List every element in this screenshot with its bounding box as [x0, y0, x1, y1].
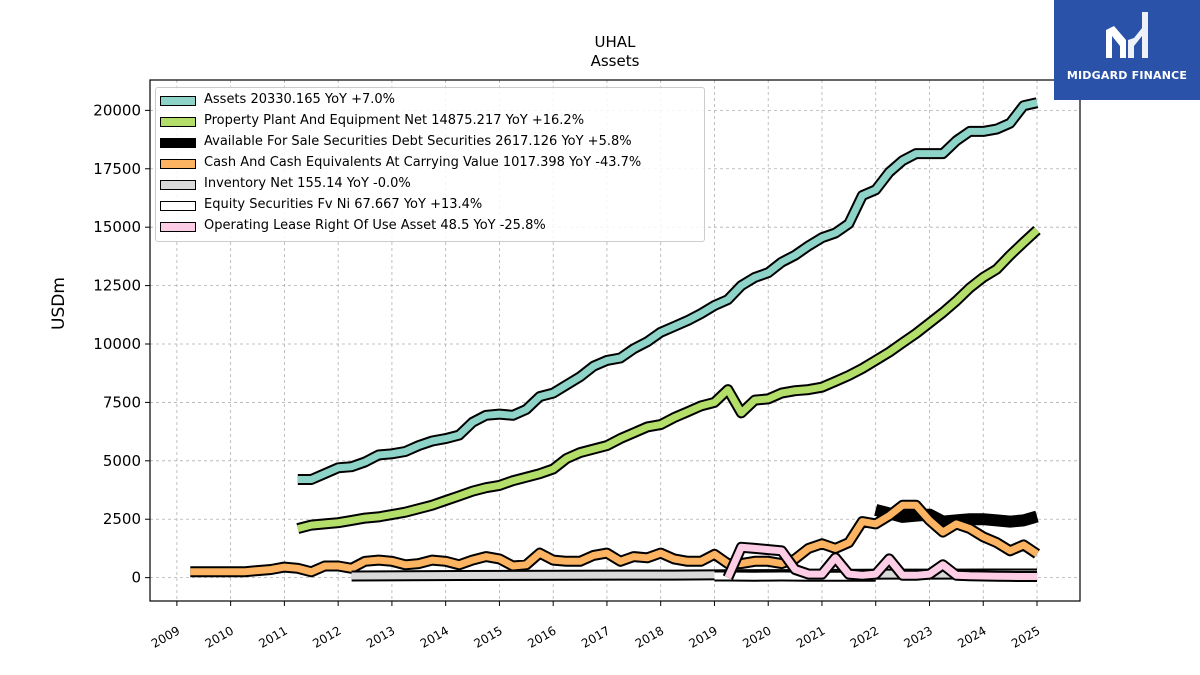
- x-tick-label: 2019: [686, 623, 719, 650]
- y-tick-label: 2500: [103, 510, 141, 528]
- series-group: [190, 97, 1041, 582]
- brand-name: MIDGARD FINANCE: [1066, 69, 1188, 82]
- y-tick-label: 0: [131, 569, 141, 587]
- x-tick-label: 2011: [256, 623, 289, 650]
- brand-mark-icon: [1106, 12, 1148, 58]
- y-tick-label: 5000: [103, 452, 141, 470]
- legend-label: Assets 20330.165 YoY +7.0%: [204, 92, 396, 107]
- legend-label: Available For Sale Securities Debt Secur…: [204, 134, 632, 149]
- x-tick-label: 2015: [471, 623, 504, 650]
- legend-swatch: [160, 159, 196, 169]
- y-tick-label: 20000: [93, 101, 141, 119]
- y-tick-label: 10000: [93, 335, 141, 353]
- legend-swatch: [160, 201, 196, 211]
- legend-label: Operating Lease Right Of Use Asset 48.5 …: [204, 218, 546, 233]
- x-tick-label: 2024: [955, 623, 988, 650]
- x-tick-label: 2012: [310, 623, 343, 650]
- y-tick-label: 15000: [93, 218, 141, 236]
- legend-swatch: [160, 96, 196, 106]
- series-line-cash-and-cash-equivalents-at-carrying-value: [190, 501, 1039, 576]
- x-tick-label: 2018: [633, 623, 666, 650]
- chart-title: UHAL: [594, 33, 636, 51]
- series-line-assets: [297, 99, 1038, 483]
- y-axis-ticks: 0 2500 5000 7500 10000 12500 15000 17500 20000: [93, 101, 150, 587]
- x-tick-label: 2010: [203, 623, 236, 650]
- legend-label: Inventory Net 155.14 YoY -0.0%: [204, 176, 411, 191]
- y-tick-label: 7500: [103, 393, 141, 411]
- x-tick-label: 2023: [902, 623, 935, 650]
- legend-swatch: [160, 117, 196, 127]
- legend-label: Property Plant And Equipment Net 14875.2…: [204, 113, 585, 128]
- x-tick-label: 2020: [740, 623, 773, 650]
- x-tick-label: 2014: [418, 623, 451, 650]
- plot-frame: [149, 79, 1081, 602]
- legend-swatch: [160, 138, 196, 148]
- legend-label: Equity Securities Fv Ni 67.667 YoY +13.4…: [204, 197, 483, 212]
- y-tick-label: 12500: [93, 277, 141, 295]
- x-tick-label: 2013: [364, 623, 397, 650]
- series-outline-property-plant-and-equipment-net: [296, 226, 1041, 534]
- x-tick-label: 2022: [848, 623, 881, 650]
- legend-swatch: [160, 180, 196, 190]
- legend-swatch: [160, 222, 196, 232]
- series-line-property-plant-and-equipment-net: [296, 227, 1040, 532]
- x-tick-label: 2017: [579, 623, 612, 650]
- x-axis-ticks: 2009 2010 2011 2012 2013 2014 2015 2016 2017 2018…: [149, 601, 1042, 651]
- legend: Assets 20330.165 YoY +7.0% Property Plan…: [155, 87, 705, 242]
- chart-subtitle: Assets: [590, 52, 640, 70]
- y-axis-label: USDm: [49, 277, 69, 330]
- x-tick-label: 2025: [1009, 623, 1042, 650]
- y-tick-label: 17500: [93, 160, 141, 178]
- x-tick-label: 2009: [149, 623, 182, 650]
- legend-label: Cash And Cash Equivalents At Carrying Va…: [204, 155, 642, 170]
- brand-logo: MIDGARD FINANCE: [1054, 0, 1200, 100]
- x-tick-label: 2021: [794, 623, 827, 650]
- x-tick-label: 2016: [525, 623, 558, 650]
- series-line-operating-lease-right-of-use-asset: [724, 543, 1037, 580]
